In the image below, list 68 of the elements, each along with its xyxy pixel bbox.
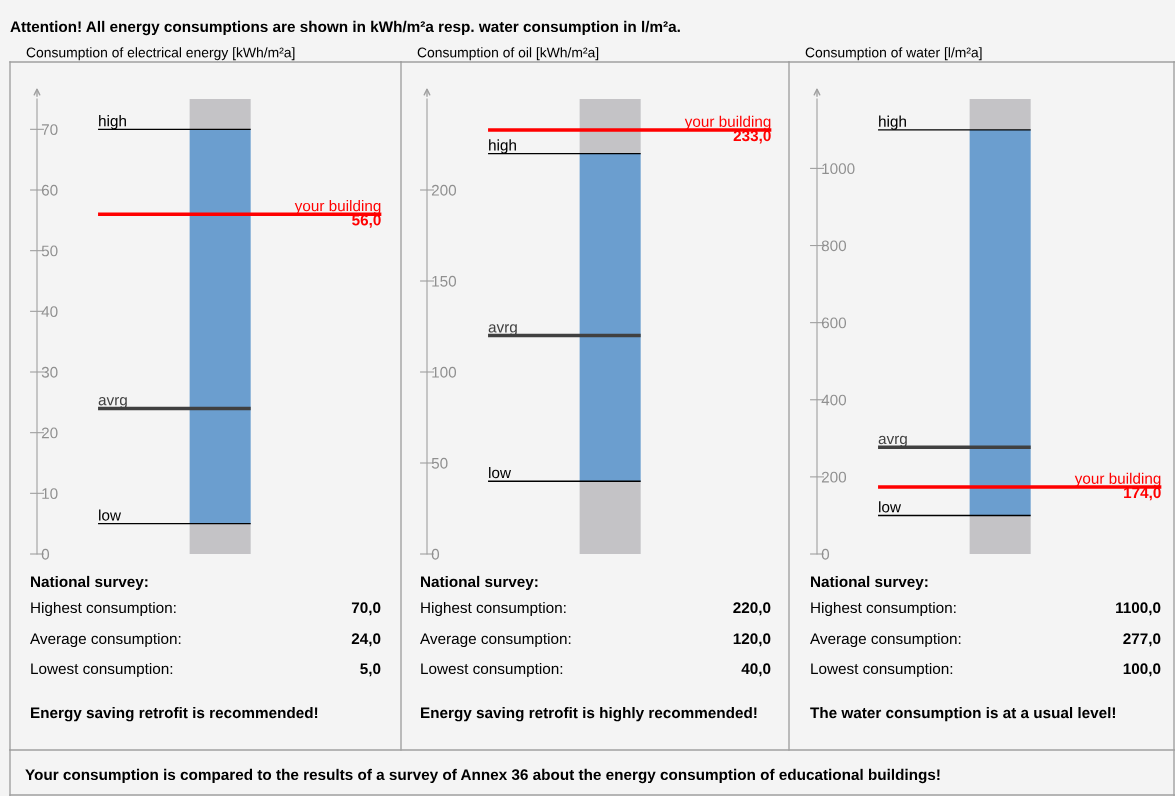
- text: Lowest consumption:: [811, 662, 953, 678]
- text: National survey:: [811, 575, 928, 591]
- ref-line-label: low: [99, 509, 122, 521]
- bar: [969, 129, 1031, 516]
- text: Highest consumption:: [811, 601, 956, 617]
- chart-title: Consumption of water [l/m²a]: [805, 47, 982, 61]
- text: Average consumption:: [810, 632, 961, 648]
- y-tick-label: 0: [41, 548, 50, 560]
- text: Highest consumption:: [421, 601, 566, 617]
- text: Energy saving retrofit is recommended!: [31, 707, 318, 722]
- text: 120,0: [733, 633, 771, 647]
- text: Energy saving retrofit is highly recommended!: [421, 707, 757, 722]
- bar: [189, 99, 251, 130]
- ref-line-label: avrg: [878, 435, 907, 448]
- y-tick-label: 800: [821, 240, 847, 252]
- text: Lowest consumption:: [31, 662, 173, 678]
- bar: [969, 515, 1031, 554]
- ref-line-label: your building: [684, 115, 771, 130]
- text: Average consumption:: [30, 632, 181, 648]
- y-tick-label: 20: [41, 427, 58, 439]
- text: 277,0: [1123, 633, 1161, 647]
- text: 1100,0: [1116, 602, 1161, 616]
- text: Average consumption:: [420, 632, 571, 648]
- ref-line-label: high: [879, 115, 906, 130]
- y-tick-label: 50: [41, 245, 58, 257]
- text: 40,0: [741, 663, 771, 677]
- y-tick-label: 400: [821, 394, 847, 406]
- y-tick-label: 0: [821, 548, 830, 560]
- text: Highest consumption:: [31, 601, 176, 617]
- text: 70,0: [351, 602, 381, 616]
- chart-title: Consumption of electrical energy [kWh/m²a]: [26, 47, 295, 61]
- y-tick-label: 60: [41, 184, 58, 196]
- ref-line-label: avrg: [98, 397, 127, 409]
- chart-title: Consumption of oil [kWh/m²a]: [417, 47, 599, 61]
- ref-line-label: low: [879, 501, 902, 513]
- y-tick-label: 150: [432, 275, 457, 287]
- text: National survey:: [31, 575, 148, 591]
- y-tick-label: 10: [42, 488, 58, 500]
- y-tick-label: 100: [432, 366, 457, 378]
- text: National survey:: [421, 575, 538, 591]
- ref-line-label: your building: [1074, 472, 1161, 487]
- bar: [969, 99, 1031, 130]
- ref-line-label: your building: [294, 200, 381, 215]
- y-tick-label: 1000: [822, 163, 855, 175]
- y-tick-label: 50: [431, 457, 448, 469]
- y-tick-label: 600: [821, 317, 847, 329]
- text: 5,0: [360, 663, 381, 677]
- y-tick-label: 40: [41, 306, 58, 318]
- text: The water consumption is at a usual level!: [810, 707, 1116, 722]
- text: 220,0: [733, 602, 771, 616]
- y-tick-label: 30: [41, 366, 58, 378]
- bar: [579, 153, 641, 482]
- text: Lowest consumption:: [421, 662, 563, 678]
- bar: [579, 481, 641, 554]
- y-tick-label: 0: [431, 548, 440, 560]
- y-tick-label: 200: [431, 184, 457, 196]
- ref-line-label: low: [489, 466, 512, 479]
- ref-line-label: high: [489, 139, 516, 154]
- y-tick-label: 70: [41, 124, 58, 136]
- text: 24,0: [351, 633, 381, 647]
- bar: [189, 523, 251, 554]
- ref-line-label: high: [99, 115, 126, 130]
- text: Attention! All energy consumptions are shown in kWh/m²a resp. water consumption in l/m²a.: [10, 20, 680, 36]
- text: Your consumption is compared to the results of a survey of Annex 36 about the energy consumption of educational buildings!: [25, 768, 940, 784]
- bar: [579, 99, 641, 154]
- y-tick-label: 200: [821, 471, 847, 483]
- bar: [189, 129, 251, 524]
- text: 100,0: [1123, 663, 1161, 677]
